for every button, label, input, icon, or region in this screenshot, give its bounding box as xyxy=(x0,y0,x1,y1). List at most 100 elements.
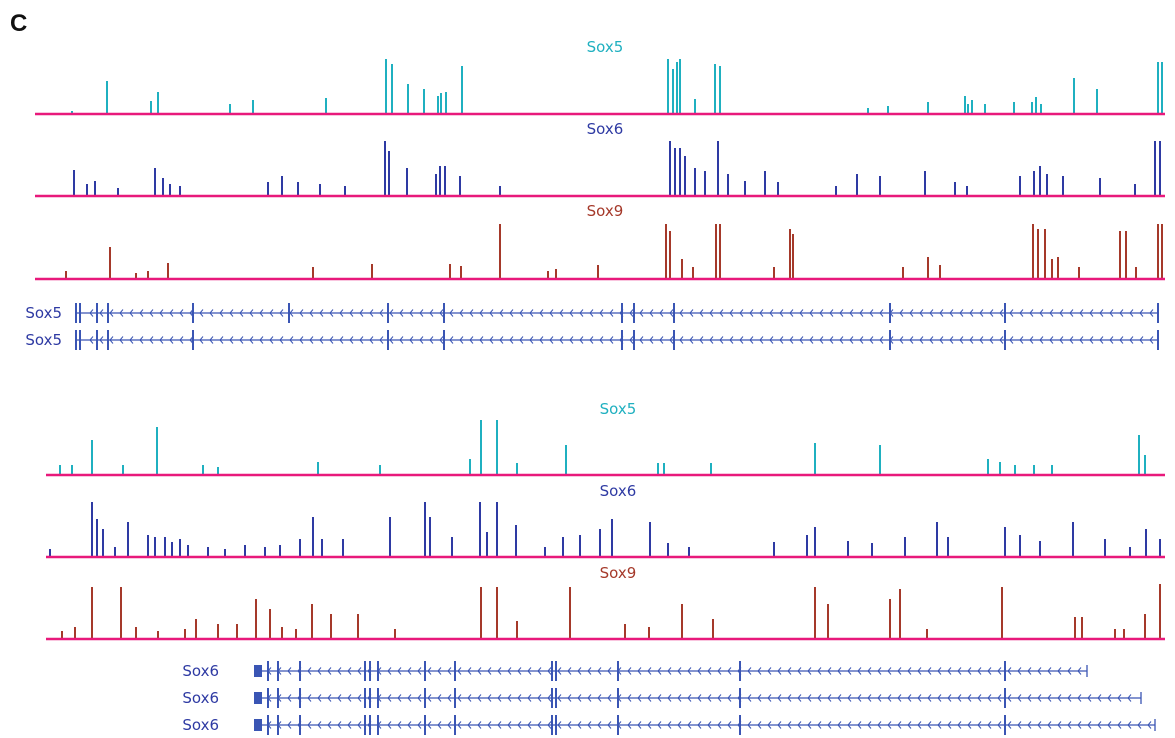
strand-arrow xyxy=(937,721,942,729)
strand-arrow xyxy=(1027,667,1032,675)
strand-arrow xyxy=(627,667,632,675)
strand-arrow xyxy=(959,336,964,344)
signal-peak xyxy=(669,231,671,279)
signal-peak xyxy=(325,98,327,114)
strand-arrow xyxy=(419,309,424,317)
signal-peak xyxy=(1004,527,1006,557)
strand-arrow xyxy=(1147,721,1152,729)
signal-peak xyxy=(1046,174,1048,196)
signal-peak xyxy=(1051,465,1053,475)
strand-arrow xyxy=(387,694,392,702)
strand-arrow xyxy=(817,667,822,675)
strand-arrow xyxy=(369,309,374,317)
signal-peak xyxy=(679,148,681,196)
strand-arrow xyxy=(659,336,664,344)
signal-peak xyxy=(1033,465,1035,475)
strand-arrow xyxy=(209,336,214,344)
signal-peak xyxy=(154,168,156,196)
strand-arrow xyxy=(1017,721,1022,729)
signal-peak xyxy=(157,92,159,114)
signal-peak xyxy=(389,517,391,557)
strand-arrow xyxy=(987,667,992,675)
strand-arrow xyxy=(447,721,452,729)
signal-peak xyxy=(236,624,238,639)
strand-arrow xyxy=(1127,721,1132,729)
strand-arrow xyxy=(1047,667,1052,675)
strand-arrow xyxy=(479,309,484,317)
strand-arrow xyxy=(477,694,482,702)
strand-arrow xyxy=(907,721,912,729)
strand-arrow xyxy=(597,667,602,675)
strand-arrow xyxy=(717,694,722,702)
strand-arrow xyxy=(687,694,692,702)
strand-arrow xyxy=(349,309,354,317)
strand-arrow xyxy=(759,336,764,344)
signal-peak xyxy=(391,64,393,114)
signal-peak xyxy=(684,156,686,196)
signal-peak xyxy=(904,537,906,557)
strand-arrow xyxy=(537,667,542,675)
signal-peak xyxy=(321,539,323,557)
signal-peak xyxy=(792,234,794,279)
strand-arrow xyxy=(407,694,412,702)
signal-peak xyxy=(515,525,517,557)
strand-arrow xyxy=(789,336,794,344)
strand-arrow xyxy=(647,694,652,702)
strand-arrow xyxy=(99,336,104,344)
strand-arrow xyxy=(849,336,854,344)
signal-peak xyxy=(217,624,219,639)
strand-arrow xyxy=(399,309,404,317)
strand-arrow xyxy=(589,336,594,344)
signal-peak xyxy=(1123,629,1125,639)
signal-peak xyxy=(445,92,447,114)
signal-peak xyxy=(281,627,283,639)
signal-peak xyxy=(789,229,791,279)
strand-arrow xyxy=(639,336,644,344)
strand-arrow xyxy=(689,309,694,317)
signal-peak xyxy=(486,532,488,557)
signal-peak xyxy=(856,174,858,196)
strand-arrow xyxy=(169,336,174,344)
signal-peak xyxy=(202,465,204,475)
signal-peak xyxy=(122,465,124,475)
strand-arrow xyxy=(859,309,864,317)
strand-arrow xyxy=(1129,336,1134,344)
strand-arrow xyxy=(1047,694,1052,702)
strand-arrow xyxy=(509,336,514,344)
signal-peak xyxy=(599,529,601,557)
signal-peak xyxy=(312,517,314,557)
strand-arrow xyxy=(317,694,322,702)
strand-arrow xyxy=(379,309,384,317)
strand-arrow xyxy=(519,336,524,344)
strand-arrow xyxy=(667,667,672,675)
signal-peak xyxy=(1073,78,1075,114)
strand-arrow xyxy=(109,336,114,344)
strand-arrow xyxy=(287,721,292,729)
strand-arrow xyxy=(567,721,572,729)
strand-arrow xyxy=(987,694,992,702)
track-sox5: Sox5 xyxy=(35,38,1165,116)
strand-arrow xyxy=(829,336,834,344)
strand-arrow xyxy=(607,721,612,729)
gene-label: Sox5 xyxy=(25,304,62,322)
strand-arrow xyxy=(129,336,134,344)
strand-arrow xyxy=(677,667,682,675)
strand-arrow xyxy=(1027,694,1032,702)
signal-peak xyxy=(1037,229,1039,279)
strand-arrow xyxy=(289,336,294,344)
signal-peak xyxy=(1039,166,1041,196)
strand-arrow xyxy=(1119,336,1124,344)
signal-peak xyxy=(342,539,344,557)
signal-peak xyxy=(1031,102,1033,114)
strand-arrow xyxy=(977,694,982,702)
strand-arrow xyxy=(627,694,632,702)
strand-arrow xyxy=(587,721,592,729)
strand-arrow xyxy=(1049,309,1054,317)
signal-peak xyxy=(936,522,938,557)
track-sox9: Sox9 xyxy=(35,202,1165,281)
strand-arrow xyxy=(1117,721,1122,729)
strand-arrow xyxy=(559,309,564,317)
strand-arrow xyxy=(767,667,772,675)
signal-peak xyxy=(887,106,889,114)
signal-peak xyxy=(1159,584,1161,639)
